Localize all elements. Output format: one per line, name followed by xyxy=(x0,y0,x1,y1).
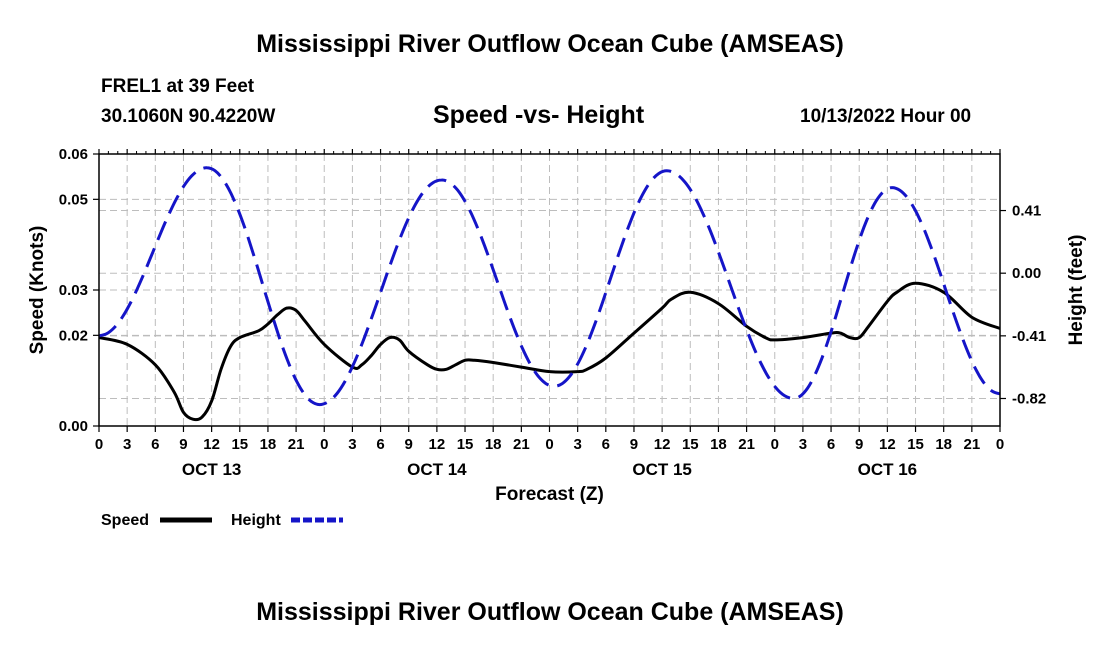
x-tick-label: 3 xyxy=(573,436,581,453)
x-tick-label: 18 xyxy=(260,436,277,453)
legend: Speed Height xyxy=(101,512,343,529)
x-tick-label: 6 xyxy=(151,436,159,453)
grid xyxy=(99,154,1000,426)
main-title: Mississippi River Outflow Ocean Cube (AM… xyxy=(256,30,844,58)
x-tick-label: 0 xyxy=(996,436,1004,453)
forecast-date: 10/13/2022 Hour 00 xyxy=(800,106,972,127)
x-tick-label: 15 xyxy=(907,436,924,453)
y2-tick-label: -0.41 xyxy=(1012,328,1046,345)
speed-series-line xyxy=(98,281,1001,422)
x-tick-label: 12 xyxy=(879,436,896,453)
x-tick-label: 9 xyxy=(855,436,863,453)
x-axis-label: Forecast (Z) xyxy=(495,484,604,505)
x-tick-label: 0 xyxy=(545,436,553,453)
tick-layer: 0 3 6 9 12 15 18 21 0 3 6 9 12 15 18 21 0 3 6 9 12 15 18 21 0 3 6 9… xyxy=(59,146,1046,479)
x-tick-label: 12 xyxy=(429,436,446,453)
x-tick-label: 15 xyxy=(682,436,699,453)
coordinates-label: 30.1060N 90.4220W xyxy=(101,106,276,127)
x-tick-label: 15 xyxy=(457,436,474,453)
x-tick-label: 3 xyxy=(799,436,807,453)
y2-axis-label: Height (feet) xyxy=(1066,235,1087,346)
x-tick-label: 18 xyxy=(710,436,727,453)
x-tick-label: 21 xyxy=(738,436,755,453)
legend-height-label: Height xyxy=(231,512,281,529)
y2-tick-label: 0.41 xyxy=(1012,203,1041,220)
x-tick-label: 0 xyxy=(95,436,103,453)
y2-tick-label: -0.82 xyxy=(1012,390,1046,407)
x-tick-label: 15 xyxy=(231,436,248,453)
x-tick-label: 0 xyxy=(320,436,328,453)
x-tick-label: 18 xyxy=(935,436,952,453)
x-tick-label: 18 xyxy=(485,436,502,453)
x-tick-label: 6 xyxy=(602,436,610,453)
x-tick-label: 21 xyxy=(288,436,305,453)
day-label: OCT 15 xyxy=(632,460,692,479)
x-tick-label: 21 xyxy=(964,436,981,453)
station-label: FREL1 at 39 Feet xyxy=(101,76,255,97)
x-tick-label: 9 xyxy=(630,436,638,453)
y-tick-label: 0.02 xyxy=(59,327,88,344)
height-series-line xyxy=(98,166,1001,407)
y-tick-label: 0.03 xyxy=(59,282,88,299)
day-label: OCT 13 xyxy=(182,460,242,479)
x-tick-label: 12 xyxy=(654,436,671,453)
day-label: OCT 16 xyxy=(858,460,918,479)
y-tick-label: 0.05 xyxy=(59,191,88,208)
x-tick-label: 6 xyxy=(376,436,384,453)
x-tick-label: 9 xyxy=(179,436,187,453)
y-tick-label: 0.06 xyxy=(59,146,88,163)
legend-speed-label: Speed xyxy=(101,512,149,529)
x-tick-label: 3 xyxy=(348,436,356,453)
y-axis-label: Speed (Knots) xyxy=(27,226,48,355)
x-tick-label: 12 xyxy=(203,436,220,453)
x-tick-label: 3 xyxy=(123,436,131,453)
x-tick-label: 0 xyxy=(771,436,779,453)
x-tick-label: 21 xyxy=(513,436,530,453)
day-label: OCT 14 xyxy=(407,460,467,479)
chart-title: Speed -vs- Height xyxy=(433,101,645,129)
y-tick-label: 0.00 xyxy=(59,418,88,435)
series-layer xyxy=(98,166,1001,422)
x-tick-label: 6 xyxy=(827,436,835,453)
y2-tick-label: 0.00 xyxy=(1012,265,1041,282)
x-tick-label: 9 xyxy=(405,436,413,453)
bottom-title: Mississippi River Outflow Ocean Cube (AM… xyxy=(256,598,844,626)
